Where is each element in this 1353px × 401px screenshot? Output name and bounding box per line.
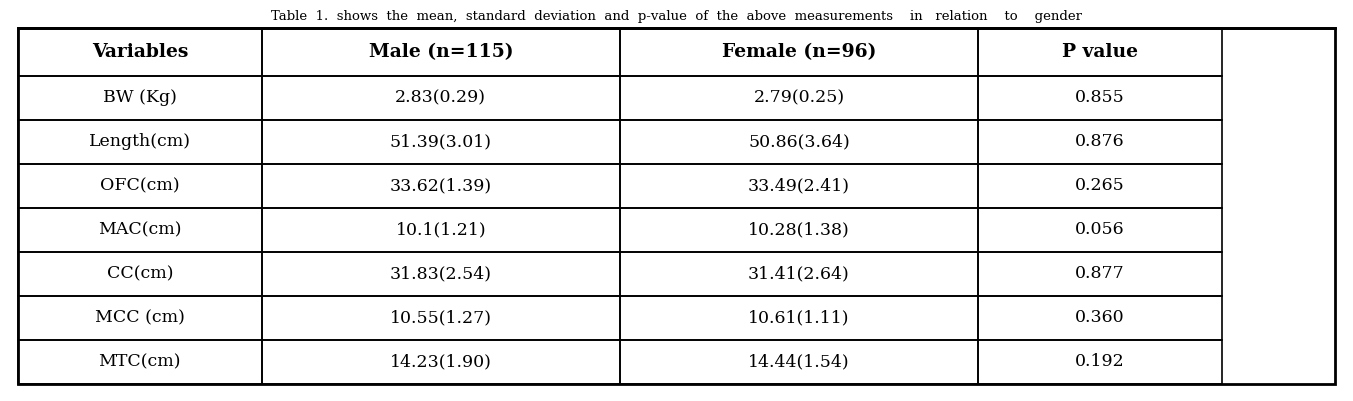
- Text: 14.23(1.90): 14.23(1.90): [390, 354, 491, 371]
- Text: Male (n=115): Male (n=115): [368, 43, 513, 61]
- Bar: [978, 164, 1222, 208]
- Text: P value: P value: [1062, 43, 1138, 61]
- Bar: [18, 208, 261, 252]
- Text: 2.79(0.25): 2.79(0.25): [754, 89, 844, 107]
- Text: 10.1(1.21): 10.1(1.21): [395, 221, 486, 239]
- Bar: [261, 76, 620, 120]
- Text: 0.056: 0.056: [1076, 221, 1124, 239]
- Bar: [18, 340, 261, 384]
- Bar: [620, 296, 978, 340]
- Bar: [261, 164, 620, 208]
- Text: MTC(cm): MTC(cm): [99, 354, 181, 371]
- Bar: [978, 252, 1222, 296]
- Text: MCC (cm): MCC (cm): [95, 310, 185, 326]
- Bar: [620, 208, 978, 252]
- Bar: [978, 120, 1222, 164]
- Bar: [261, 208, 620, 252]
- Text: 0.360: 0.360: [1076, 310, 1124, 326]
- Bar: [18, 164, 261, 208]
- Text: MAC(cm): MAC(cm): [97, 221, 181, 239]
- Text: 0.265: 0.265: [1076, 178, 1124, 194]
- Bar: [978, 28, 1222, 76]
- Bar: [620, 76, 978, 120]
- Bar: [261, 296, 620, 340]
- Bar: [261, 120, 620, 164]
- Text: Length(cm): Length(cm): [89, 134, 191, 150]
- Text: 10.61(1.11): 10.61(1.11): [748, 310, 850, 326]
- Bar: [261, 28, 620, 76]
- Text: 14.44(1.54): 14.44(1.54): [748, 354, 850, 371]
- Bar: [18, 76, 261, 120]
- Text: 0.855: 0.855: [1076, 89, 1124, 107]
- Bar: [978, 76, 1222, 120]
- Text: 50.86(3.64): 50.86(3.64): [748, 134, 850, 150]
- Text: 10.55(1.27): 10.55(1.27): [390, 310, 491, 326]
- Text: 0.877: 0.877: [1076, 265, 1124, 282]
- Bar: [620, 164, 978, 208]
- Bar: [18, 296, 261, 340]
- Text: BW (Kg): BW (Kg): [103, 89, 177, 107]
- Text: 0.876: 0.876: [1076, 134, 1124, 150]
- Bar: [18, 28, 261, 76]
- Text: OFC(cm): OFC(cm): [100, 178, 180, 194]
- Text: Table  1.  shows  the  mean,  standard  deviation  and  p-value  of  the  above : Table 1. shows the mean, standard deviat…: [271, 10, 1082, 23]
- Text: 2.83(0.29): 2.83(0.29): [395, 89, 486, 107]
- Bar: [18, 28, 1335, 384]
- Bar: [978, 208, 1222, 252]
- Bar: [261, 340, 620, 384]
- Bar: [18, 120, 261, 164]
- Bar: [261, 252, 620, 296]
- Bar: [620, 252, 978, 296]
- Bar: [978, 296, 1222, 340]
- Bar: [978, 340, 1222, 384]
- Text: 0.192: 0.192: [1076, 354, 1124, 371]
- Text: 33.49(2.41): 33.49(2.41): [748, 178, 850, 194]
- Bar: [18, 252, 261, 296]
- Text: Female (n=96): Female (n=96): [721, 43, 877, 61]
- Bar: [620, 340, 978, 384]
- Text: 31.83(2.54): 31.83(2.54): [390, 265, 491, 282]
- Text: 10.28(1.38): 10.28(1.38): [748, 221, 850, 239]
- Text: 33.62(1.39): 33.62(1.39): [390, 178, 492, 194]
- Text: 31.41(2.64): 31.41(2.64): [748, 265, 850, 282]
- Text: 51.39(3.01): 51.39(3.01): [390, 134, 491, 150]
- Bar: [620, 120, 978, 164]
- Text: Variables: Variables: [92, 43, 188, 61]
- Text: CC(cm): CC(cm): [107, 265, 173, 282]
- Bar: [620, 28, 978, 76]
